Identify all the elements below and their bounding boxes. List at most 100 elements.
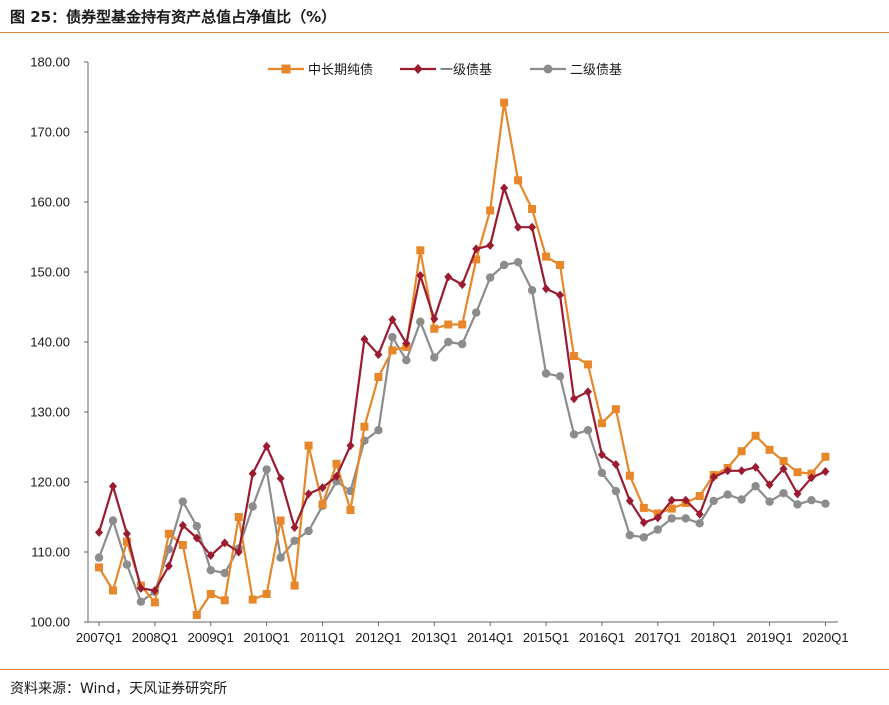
- data-point-square: [611, 405, 620, 414]
- legend-square-icon: [281, 64, 291, 74]
- data-point-square: [95, 563, 103, 572]
- legend-diamond-icon: [413, 64, 423, 74]
- series-2: [95, 183, 830, 595]
- data-point-square: [108, 586, 117, 595]
- data-point-circle: [681, 514, 690, 523]
- data-point-circle: [611, 486, 621, 496]
- x-tick-label: 2016Q1: [579, 630, 625, 645]
- data-point-circle: [807, 496, 816, 505]
- data-point-square: [472, 255, 481, 264]
- data-point-square: [332, 459, 341, 468]
- y-tick-label: 110.00: [31, 545, 70, 560]
- data-point-square: [276, 516, 285, 525]
- data-point-diamond: [192, 533, 201, 543]
- x-tick-label: 2018Q1: [691, 630, 737, 645]
- data-point-square: [150, 598, 159, 607]
- top-divider: [0, 32, 889, 33]
- data-point-diamond: [402, 338, 411, 348]
- data-point-diamond: [262, 441, 271, 451]
- data-point-circle: [262, 465, 271, 474]
- data-point-square: [639, 503, 648, 512]
- legend-label: 中长期纯债: [308, 63, 373, 78]
- data-point-circle: [192, 521, 201, 531]
- data-point-square: [695, 492, 704, 500]
- data-point-circle: [597, 468, 607, 478]
- axes-layer: 100.00 110.00 120.00 130.00 140.00 150.00 160.…: [30, 55, 848, 646]
- data-point-circle: [416, 317, 425, 326]
- data-point-circle: [765, 497, 774, 506]
- legend-item-3: 二级债基: [530, 63, 622, 78]
- data-point-circle: [527, 286, 537, 295]
- data-point-circle: [793, 500, 802, 509]
- x-tick-label: 2007Q1: [76, 630, 122, 645]
- bottom-divider: [0, 669, 889, 670]
- data-point-square: [178, 541, 187, 549]
- data-point-circle: [667, 514, 676, 523]
- data-point-diamond: [556, 290, 565, 300]
- data-point-circle: [471, 308, 481, 317]
- data-point-diamond: [178, 520, 187, 530]
- data-point-square: [122, 537, 131, 546]
- data-point-circle: [751, 482, 760, 491]
- x-tick-label: 2019Q1: [746, 630, 792, 645]
- data-point-square: [500, 98, 509, 107]
- data-point-diamond: [542, 284, 551, 294]
- data-point-square: [220, 596, 229, 605]
- data-point-diamond: [416, 271, 425, 280]
- data-point-circle: [402, 356, 411, 365]
- y-tick-label: 170.00: [30, 125, 70, 140]
- data-point-diamond: [290, 523, 299, 532]
- x-tick-label: 2008Q1: [132, 630, 178, 645]
- data-point-circle: [625, 531, 635, 540]
- data-point-circle: [737, 495, 746, 504]
- data-point-diamond: [206, 551, 215, 560]
- data-point-circle: [583, 426, 593, 435]
- data-point-square: [248, 595, 257, 604]
- data-point-diamond: [430, 314, 439, 324]
- data-point-diamond: [95, 527, 103, 537]
- data-point-square: [737, 447, 746, 456]
- data-point-square: [262, 590, 271, 598]
- source-note: 资料来源：Wind，天风证券研究所: [10, 681, 228, 697]
- y-tick-label: 180.00: [30, 55, 70, 70]
- data-point-square: [444, 320, 453, 329]
- data-point-diamond: [793, 489, 802, 499]
- data-point-square: [569, 352, 578, 360]
- y-tick-label: 130.00: [30, 405, 70, 420]
- data-point-square: [528, 205, 537, 213]
- x-tick-label: 2020Q1: [802, 630, 848, 645]
- chart-title: 图 25：债券型基金持有资产总值占净值比（%）: [10, 8, 337, 26]
- data-point-diamond: [695, 509, 704, 519]
- data-point-diamond: [444, 272, 453, 282]
- series-3: [94, 258, 830, 606]
- data-point-diamond: [765, 480, 774, 490]
- series-line: [97, 186, 826, 592]
- data-point-diamond: [569, 394, 578, 404]
- data-point-circle: [458, 339, 467, 349]
- legend-circle-icon: [543, 64, 553, 74]
- x-tick-label: 2014Q1: [467, 630, 513, 645]
- data-point-square: [779, 457, 788, 465]
- x-tick-label: 2012Q1: [355, 630, 401, 645]
- data-point-circle: [388, 332, 397, 342]
- data-point-square: [486, 206, 495, 215]
- data-point-circle: [779, 489, 788, 498]
- x-tick-label: 2017Q1: [635, 630, 681, 645]
- data-point-diamond: [220, 538, 229, 548]
- data-point-circle: [122, 560, 132, 569]
- data-point-square: [192, 611, 201, 619]
- x-tick-label: 2009Q1: [188, 630, 234, 645]
- y-tick-label: 140.00: [30, 335, 70, 350]
- data-point-square: [430, 324, 439, 333]
- data-point-diamond: [374, 350, 383, 360]
- y-tick-label: 150.00: [30, 265, 70, 280]
- data-point-diamond: [779, 464, 788, 474]
- data-point-diamond: [709, 472, 718, 482]
- data-point-square: [583, 360, 592, 369]
- data-point-square: [304, 441, 313, 450]
- data-point-diamond: [346, 441, 355, 451]
- data-point-diamond: [681, 495, 690, 505]
- data-point-square: [751, 431, 760, 440]
- data-point-square: [318, 500, 327, 509]
